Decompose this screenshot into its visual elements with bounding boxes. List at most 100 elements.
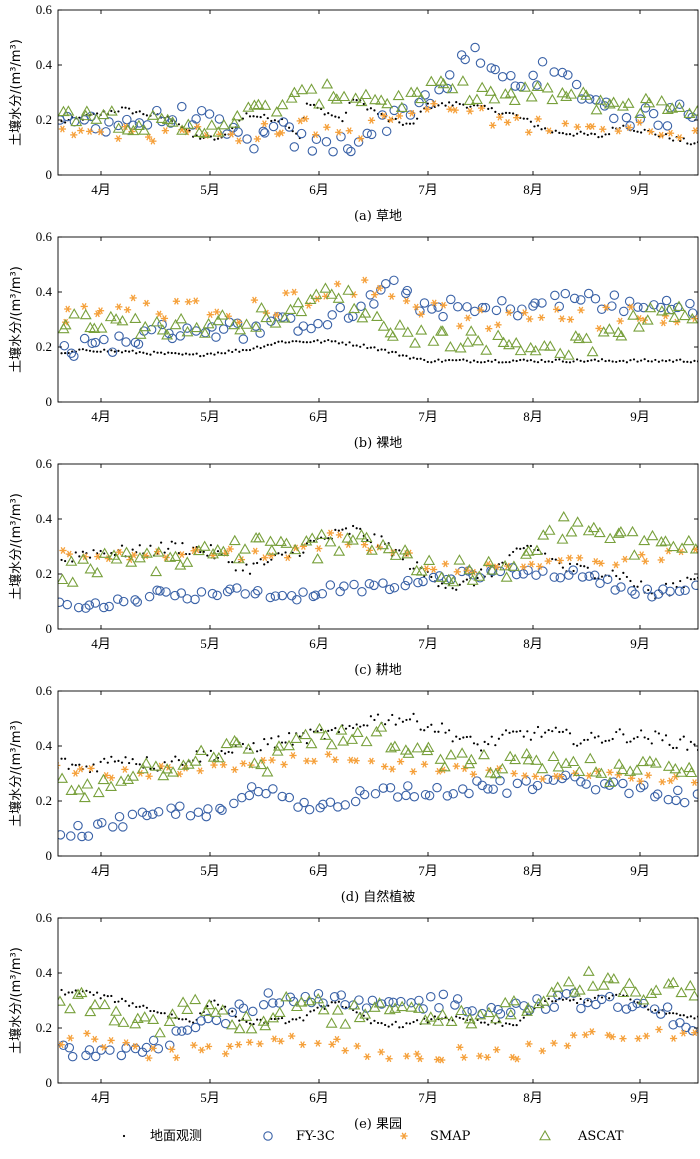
- ascat-point: [305, 737, 318, 749]
- x-tick-label: 9月: [630, 863, 650, 878]
- ascat-point: [623, 977, 636, 988]
- ground-point: [611, 126, 614, 129]
- ascat-point: [234, 323, 247, 335]
- smap-point: [561, 120, 569, 127]
- smap-point: [581, 1031, 590, 1039]
- fy3c-point: [211, 1015, 222, 1026]
- ascat-point: [582, 965, 595, 976]
- y-axis-label: 土壤水分/(m³/m³): [8, 720, 24, 827]
- fy3c-point: [284, 122, 295, 132]
- ground-point: [426, 360, 429, 364]
- ground-point: [647, 360, 650, 363]
- ground-point: [472, 359, 476, 362]
- ground-point: [408, 1022, 412, 1025]
- ground-point: [476, 360, 479, 364]
- fy3c-point: [253, 786, 264, 797]
- ascat-point: [155, 112, 168, 124]
- ascat-point: [359, 307, 372, 318]
- ascat-point: [161, 113, 174, 125]
- ground-point: [529, 738, 532, 741]
- fy3c-point: [627, 586, 637, 596]
- ascat-point: [205, 119, 218, 130]
- ascat-point: [538, 340, 551, 351]
- fy3c-point: [590, 785, 601, 795]
- ascat-point: [248, 99, 261, 110]
- fy3c-point: [679, 797, 690, 808]
- ground-point: [295, 1018, 298, 1021]
- ascat-point: [359, 1008, 372, 1019]
- ground-point: [572, 569, 575, 573]
- ascat-point: [628, 549, 641, 560]
- ground-point: [444, 731, 447, 734]
- ascat-point: [508, 94, 521, 106]
- smap-point: [107, 774, 115, 782]
- fy3c-point: [175, 801, 185, 811]
- ascat-point: [203, 998, 216, 1010]
- ground-point: [405, 718, 408, 722]
- smap-point: [521, 309, 529, 317]
- ground-point: [362, 343, 365, 346]
- ascat-point: [615, 330, 628, 341]
- ascat-point: [276, 98, 289, 110]
- fy3c-point: [403, 575, 413, 586]
- ascat-point: [228, 117, 241, 128]
- ascat-point: [117, 1016, 130, 1027]
- ascat-point: [536, 762, 549, 774]
- smap-point: [66, 1034, 74, 1042]
- smap-point: [627, 303, 635, 311]
- fy3c-point: [512, 778, 523, 789]
- smap-point: [323, 123, 331, 131]
- ascat-point: [446, 82, 459, 94]
- ascat-point: [65, 555, 78, 566]
- ground-point: [231, 751, 234, 754]
- ascat-point: [497, 336, 510, 347]
- smap-point: [301, 115, 310, 123]
- ground-point: [163, 551, 166, 554]
- fy3c-point: [652, 789, 663, 799]
- ground-point: [561, 730, 564, 733]
- ascat-point: [70, 115, 83, 127]
- y-tick-label: 0.6: [36, 910, 53, 925]
- fy3c-point: [413, 577, 423, 588]
- smap-point: [184, 298, 193, 306]
- ground-point: [437, 730, 440, 733]
- ground-point: [533, 731, 536, 734]
- ground-point: [295, 132, 298, 135]
- fy3c-point: [346, 146, 356, 157]
- fy3c-point: [402, 285, 412, 296]
- fy3c-point: [438, 989, 449, 1000]
- ground-point: [600, 741, 604, 744]
- y-tick-label: 0.6: [36, 2, 53, 17]
- smap-point: [114, 135, 122, 143]
- ground-point: [231, 1010, 234, 1013]
- ground-point: [693, 142, 696, 145]
- smap-point: [210, 761, 218, 769]
- ground-point: [199, 355, 202, 358]
- fy3c-point: [112, 594, 123, 604]
- smap-point: [469, 770, 478, 778]
- ascat-point: [524, 341, 537, 353]
- ascat-point: [525, 91, 538, 102]
- smap-point: [464, 314, 472, 322]
- fy3c-point: [464, 788, 474, 799]
- ground-point: [369, 715, 372, 718]
- fy3c-point: [381, 126, 392, 137]
- ground-point: [92, 763, 95, 766]
- smap-point: [536, 562, 544, 570]
- smap-point: [460, 765, 469, 773]
- fy3c-point: [263, 988, 274, 998]
- ascat-point: [655, 95, 668, 106]
- ascat-point: [612, 527, 625, 538]
- ascat-point: [655, 535, 668, 547]
- series-ascat: [58, 721, 698, 803]
- fy3c-point: [171, 1026, 181, 1036]
- ascat-point: [257, 1015, 270, 1026]
- ascat-point: [248, 757, 261, 768]
- ascat-point: [556, 86, 569, 98]
- smap-point: [423, 105, 431, 113]
- smap-point: [525, 128, 533, 136]
- fy3c-point: [532, 780, 543, 791]
- x-tick-label: 4月: [91, 182, 111, 197]
- smap-point: [58, 1041, 65, 1049]
- ground-point: [636, 1001, 639, 1004]
